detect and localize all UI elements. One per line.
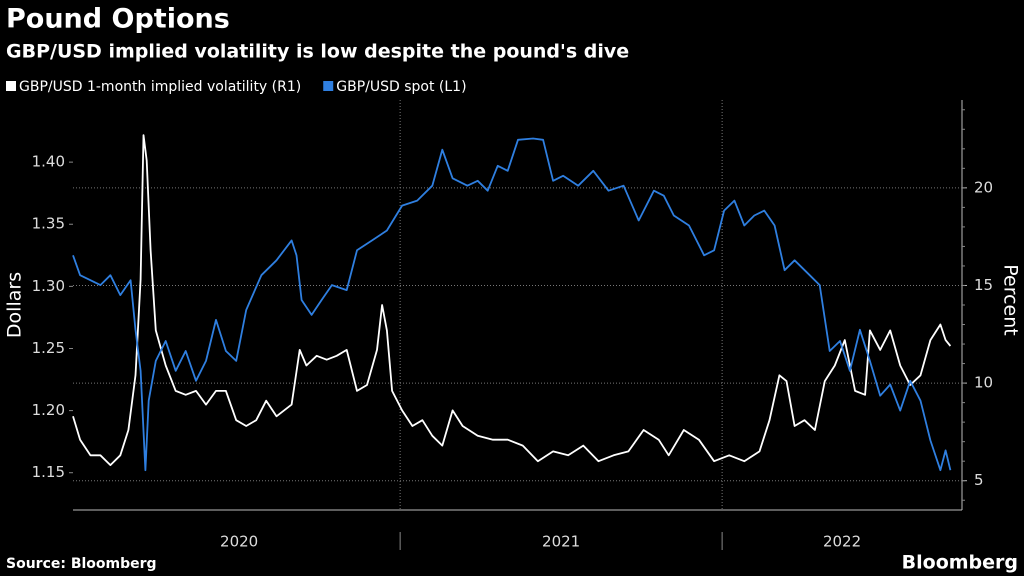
legend-swatch bbox=[6, 81, 16, 91]
y-tick-label: 1.15 bbox=[32, 463, 65, 481]
source: Source: Bloomberg bbox=[6, 556, 157, 572]
y2-tick-label: 5 bbox=[974, 471, 984, 489]
y-tick-label: 1.40 bbox=[32, 153, 65, 171]
legend-label: GBP/USD spot (L1) bbox=[336, 79, 466, 95]
series-line bbox=[72, 137, 952, 472]
y2-tick-label: 15 bbox=[974, 276, 993, 294]
chart-subtitle: GBP/USD implied volatility is low despit… bbox=[6, 41, 629, 63]
y-axis-label: Dollars bbox=[4, 272, 26, 338]
x-tick-label: 2022 bbox=[823, 533, 861, 551]
legend-label: GBP/USD 1-month implied volatility (R1) bbox=[19, 79, 301, 95]
y-tick-label: 1.35 bbox=[32, 215, 65, 233]
y-tick-label: 1.20 bbox=[32, 401, 65, 419]
x-tick-label: 2021 bbox=[542, 533, 580, 551]
brand: Bloomberg bbox=[902, 552, 1018, 574]
legend-swatch bbox=[323, 81, 334, 91]
y-tick-label: 1.30 bbox=[32, 277, 65, 295]
y-tick-label: 1.25 bbox=[32, 339, 65, 357]
y2-tick-label: 20 bbox=[974, 178, 993, 196]
chart-title: Pound Options bbox=[6, 4, 230, 35]
y2-tick-label: 10 bbox=[974, 374, 993, 392]
series-line bbox=[72, 134, 952, 466]
x-tick-label: 2020 bbox=[220, 533, 258, 551]
y2-axis-label: Percent bbox=[1000, 264, 1022, 336]
